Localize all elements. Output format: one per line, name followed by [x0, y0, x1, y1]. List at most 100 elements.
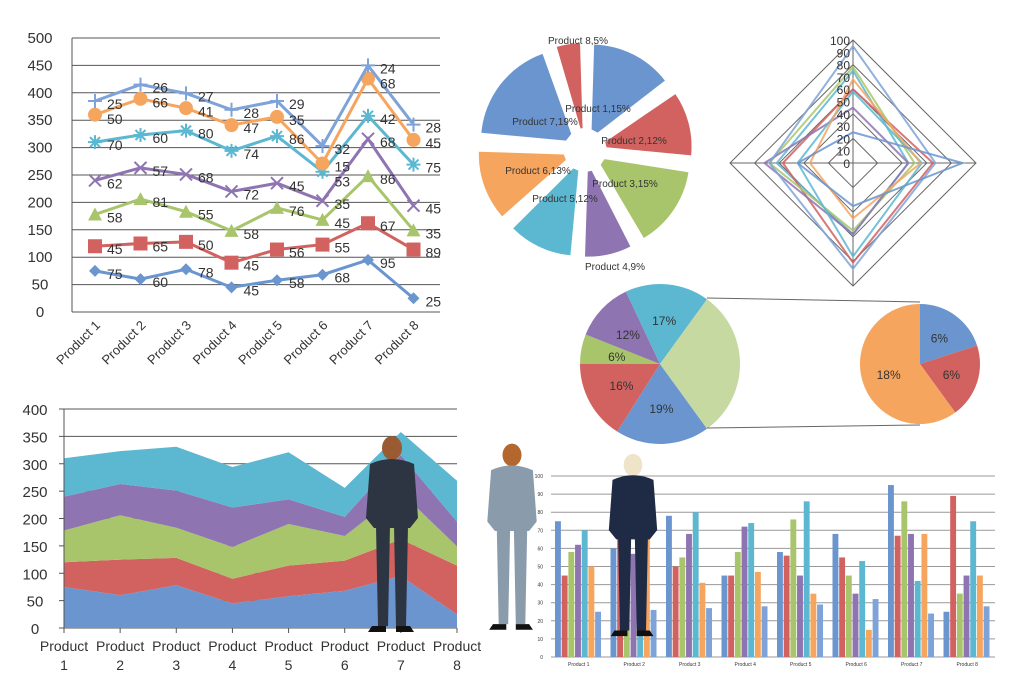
- data-point-square: [88, 239, 102, 254]
- y-tick-label: 300: [22, 457, 47, 474]
- x-tick-label: 7: [397, 657, 405, 673]
- data-point-square: [224, 255, 239, 270]
- radar-tick-label: 80: [837, 59, 851, 73]
- data-point-star: [88, 135, 102, 150]
- bar: [790, 519, 797, 657]
- data-point-x: [88, 173, 102, 188]
- x-tick-label: Product 4: [190, 318, 240, 368]
- data-point-diamond: [407, 292, 420, 305]
- y-tick-label: 250: [27, 167, 52, 184]
- bar: [928, 613, 935, 657]
- bar: [748, 523, 755, 657]
- data-label: 80: [198, 126, 214, 142]
- data-label: 57: [153, 163, 169, 179]
- radar-series: [781, 87, 935, 265]
- data-label: 55: [335, 240, 351, 256]
- series-line: [94, 258, 415, 300]
- data-point-triangle: [88, 207, 102, 221]
- bar: [956, 593, 963, 657]
- data-label: 72: [244, 186, 260, 202]
- figure-torso: [608, 475, 658, 540]
- y-tick-label: 0: [31, 621, 39, 638]
- slice-label: 12%: [616, 328, 640, 342]
- bar: [741, 526, 748, 657]
- y-tick-label: 400: [22, 402, 47, 419]
- data-point-circle: [133, 91, 148, 106]
- data-label: 28: [426, 120, 442, 136]
- x-tick-label: Product: [152, 638, 200, 654]
- slice-label: Product 6,13%: [505, 166, 571, 177]
- x-tick-label: 2: [116, 657, 124, 673]
- data-label: 55: [198, 207, 214, 223]
- slice-label: Product 2,12%: [601, 136, 667, 147]
- figure-head: [382, 436, 402, 460]
- bar: [666, 515, 672, 657]
- y-tick-label: 100: [22, 566, 47, 583]
- data-label: 45: [335, 215, 351, 231]
- data-point-diamond: [89, 264, 101, 277]
- y-tick-label: 150: [27, 222, 52, 239]
- x-tick-label: Product: [321, 638, 369, 654]
- data-label: 81: [153, 194, 169, 210]
- data-point-star: [315, 164, 330, 179]
- x-tick-label: Product: [433, 638, 481, 654]
- bar: [865, 629, 872, 657]
- x-tick-label: Product: [264, 638, 312, 654]
- data-point-square: [361, 216, 375, 231]
- bar: [761, 606, 768, 657]
- data-point-star: [270, 129, 284, 144]
- data-label: 56: [289, 245, 305, 261]
- pie-slice: [481, 53, 572, 141]
- slice-label: 17%: [652, 314, 676, 328]
- bar: [561, 575, 568, 657]
- data-label: 45: [244, 258, 260, 274]
- radar-tick-label: 70: [837, 71, 851, 85]
- data-point-diamond: [316, 268, 329, 281]
- data-point-star: [133, 127, 148, 142]
- y-tick-label: 250: [22, 484, 47, 501]
- pie-of-pie-chart: 19% 16% 6% 12% 17% 6% 6% 18%: [580, 283, 980, 445]
- pie-slice: [617, 364, 708, 445]
- x-tick-label: Product 6: [281, 318, 331, 368]
- bar: [699, 582, 706, 657]
- y-tick-label: 40: [537, 583, 543, 589]
- bar: [872, 599, 879, 657]
- bar: [970, 521, 977, 657]
- radar-tick-label: 100: [830, 34, 850, 48]
- data-point-circle: [224, 118, 239, 133]
- data-label: 47: [244, 120, 260, 136]
- data-point-circle: [361, 71, 375, 86]
- y-tick-label: 60: [537, 546, 543, 552]
- figure-shoes: [610, 630, 654, 637]
- x-tick-label: Product 5: [235, 318, 285, 368]
- radar-series: [768, 44, 937, 271]
- x-tick-label: Product 1: [568, 662, 590, 668]
- data-label: 29: [289, 96, 305, 112]
- x-tick-label: Product 7: [901, 662, 923, 668]
- slice-label: 19%: [649, 402, 673, 416]
- data-label: 67: [380, 218, 396, 234]
- radar-tick-label: 60: [837, 83, 851, 97]
- x-tick-label: Product: [377, 638, 425, 654]
- y-tick-label: 20: [537, 619, 543, 625]
- data-point-circle: [315, 156, 330, 171]
- bar: [581, 530, 588, 657]
- bar: [901, 501, 908, 657]
- data-point-triangle: [133, 192, 148, 206]
- radar-series: [762, 106, 910, 236]
- y-tick-label: 70: [537, 528, 543, 534]
- data-label: 86: [380, 171, 396, 187]
- pie-slice: [605, 94, 692, 156]
- figure-legs: [376, 526, 408, 626]
- y-tick-label: 30: [537, 601, 543, 607]
- data-label: 58: [289, 275, 305, 291]
- bar: [568, 552, 575, 657]
- data-point-star: [406, 157, 421, 172]
- bar: [810, 593, 817, 657]
- bar: [686, 533, 692, 657]
- data-label: 74: [244, 146, 260, 162]
- data-label: 68: [380, 134, 396, 150]
- area-series: [64, 539, 457, 615]
- pie-slice: [600, 159, 689, 238]
- y-tick-label: 450: [27, 57, 52, 74]
